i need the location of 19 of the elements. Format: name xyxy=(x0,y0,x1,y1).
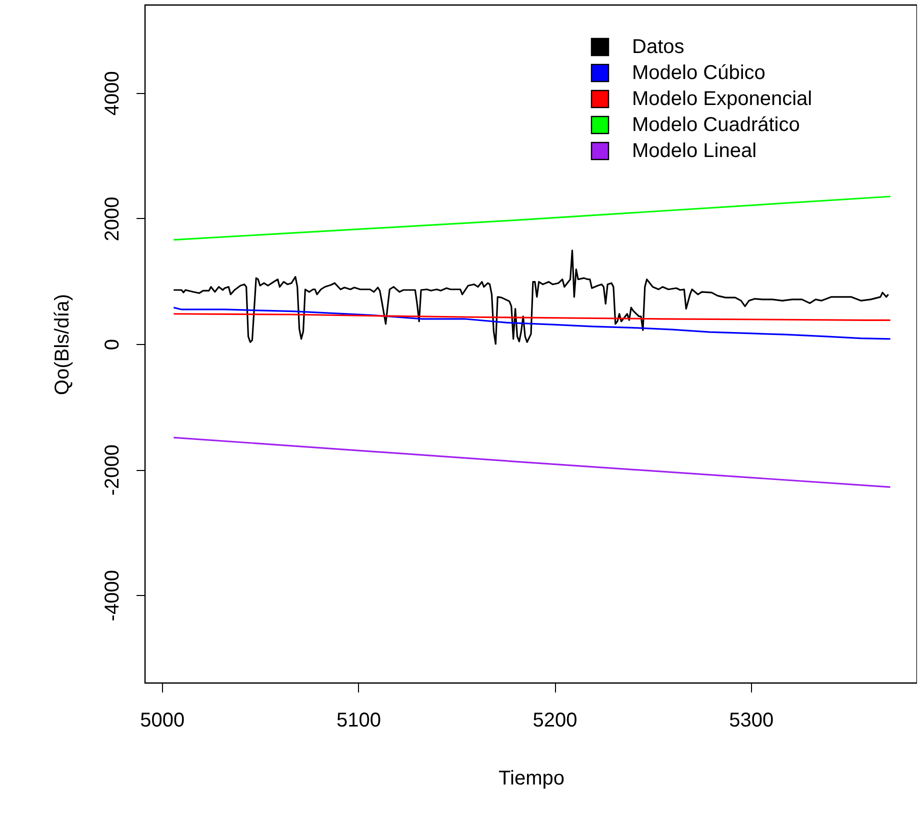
line-series xyxy=(172,250,890,345)
y-tick-label: -2000 xyxy=(102,444,124,496)
x-tick-label: 5300 xyxy=(729,710,774,732)
line-series xyxy=(172,313,892,321)
y-tick-label: 0 xyxy=(102,338,124,350)
legend-label: Modelo Exponencial xyxy=(632,88,812,110)
legend-label: Datos xyxy=(632,36,684,58)
x-axis-title: Tiempo xyxy=(498,768,564,790)
legend-label: Modelo Cuadrático xyxy=(632,114,800,136)
y-tick-label: 4000 xyxy=(102,71,124,116)
y-tick-label: 2000 xyxy=(102,196,124,242)
legend-label: Modelo Lineal xyxy=(632,140,757,162)
y-axis-title: Qo(Bls/día) xyxy=(52,294,74,396)
y-tick-label: -4000 xyxy=(102,570,124,622)
x-tick-label: 5100 xyxy=(336,710,381,732)
x-tick-label: 5000 xyxy=(140,710,185,732)
legend-label: Modelo Cúbico xyxy=(632,62,766,84)
line-series xyxy=(172,306,892,340)
x-tick-label: 5200 xyxy=(532,710,578,732)
